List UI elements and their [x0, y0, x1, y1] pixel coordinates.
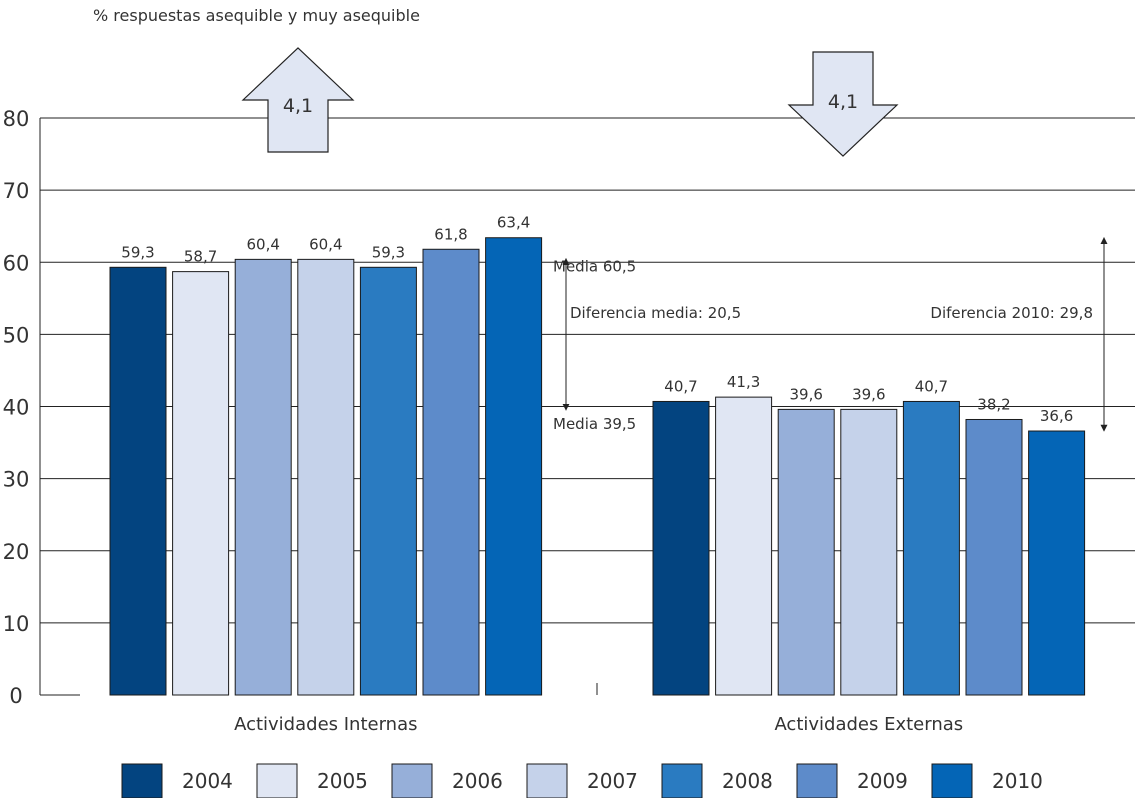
bar-2009-internas	[422, 248, 480, 696]
x-category-label: Actividades Externas	[774, 714, 963, 735]
x-axis-labels: Actividades Internas Actividades Externas	[234, 714, 963, 735]
bar-2006-internas	[234, 258, 292, 696]
bar-2007-internas	[297, 258, 355, 696]
bar-value-label: 60,4	[309, 235, 342, 253]
legend: 2004 2005 2006 2007 2008 2009 2010	[121, 763, 1043, 798]
bar-value-label: 58,7	[184, 248, 217, 266]
legend-swatch-2010	[931, 763, 973, 798]
bar-2009-externas	[965, 418, 1023, 696]
bar-2008-externas	[902, 400, 960, 696]
bar-2006-externas	[777, 408, 835, 696]
bar-value-label: 39,6	[852, 385, 885, 403]
bar-2004-internas	[109, 266, 167, 696]
y-axis-ticks: 0 10 20 30 40 50 60 70 80	[3, 107, 30, 708]
bar-value-label: 59,3	[121, 243, 154, 261]
bar-2010-externas	[1028, 430, 1086, 696]
y-tick-label: 20	[3, 540, 30, 564]
legend-label-2010: 2010	[992, 769, 1043, 793]
legend-swatch-2009	[796, 763, 838, 798]
bar-value-label: 41,3	[727, 373, 760, 391]
x-category-label: Actividades Internas	[234, 714, 417, 735]
bar-value-label: 63,4	[497, 214, 530, 232]
bar-2005-externas	[715, 396, 773, 696]
bar-value-labels: 59,3 40,7 58,7 41,3 60,4 39,6 60,4 39,6 59,3 40,7…	[121, 214, 1073, 425]
bar-value-label: 40,7	[915, 377, 948, 395]
bar-value-label: 36,6	[1040, 407, 1073, 425]
y-tick-label: 60	[3, 251, 30, 275]
bar-2007-externas	[840, 408, 898, 696]
bar-2008-internas	[359, 266, 417, 696]
bars	[109, 237, 1086, 696]
y-tick-label: 80	[3, 107, 30, 131]
legend-label-2004: 2004	[182, 769, 233, 793]
y-tick-label: 10	[3, 612, 30, 636]
bar-value-label: 61,8	[434, 225, 467, 243]
legend-label-2006: 2006	[452, 769, 503, 793]
bar-value-label: 40,7	[664, 377, 697, 395]
y-tick-label: 70	[3, 179, 30, 203]
bar-value-label: 60,4	[246, 235, 279, 253]
bar-value-label: 59,3	[372, 243, 405, 261]
arrow-down-icon	[787, 51, 899, 157]
legend-swatch-2005	[256, 763, 298, 798]
arrow-down-label: 4,1	[828, 91, 858, 113]
legend-label-2008: 2008	[722, 769, 773, 793]
legend-swatch-2008	[661, 763, 703, 798]
legend-swatch-2006	[391, 763, 433, 798]
y-tick-label: 50	[3, 323, 30, 347]
y-axis-title: % respuestas asequible y muy asequible	[93, 6, 420, 25]
bar-2010-internas	[485, 237, 543, 696]
legend-label-2005: 2005	[317, 769, 368, 793]
y-tick-label: 40	[3, 396, 30, 420]
y-tick-label: 30	[3, 468, 30, 492]
arrow-up-label: 4,1	[283, 95, 313, 117]
media-internas-label: Media 60,5	[553, 258, 636, 276]
bar-2004-externas	[652, 400, 710, 696]
annotations: 4,1 4,1 Media 60,5 Media 39,5 Diferencia med…	[241, 47, 1108, 433]
arrow-up-icon	[241, 47, 355, 153]
legend-swatch-2004	[121, 763, 163, 798]
legend-label-2007: 2007	[587, 769, 638, 793]
legend-label-2009: 2009	[857, 769, 908, 793]
y-tick-label: 0	[9, 684, 22, 708]
bar-2005-internas	[172, 271, 230, 696]
diferencia-media-label: Diferencia media: 20,5	[570, 304, 741, 322]
legend-swatch-2007	[526, 763, 568, 798]
media-externas-label: Media 39,5	[553, 415, 636, 433]
bar-value-label: 39,6	[789, 385, 822, 403]
diferencia-2010-label: Diferencia 2010: 29,8	[930, 304, 1093, 322]
bar-value-label: 38,2	[977, 395, 1010, 413]
